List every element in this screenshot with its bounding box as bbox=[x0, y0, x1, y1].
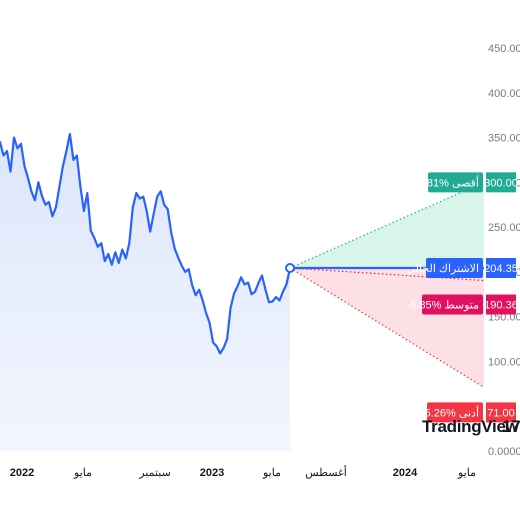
forecast-high-value-pill bbox=[486, 172, 516, 193]
forecast-high-pill bbox=[428, 172, 483, 193]
y-tick-label: 400.00 bbox=[488, 88, 520, 100]
logo-text: TradingView bbox=[422, 417, 520, 436]
x-tick-label: مايو bbox=[457, 467, 476, 479]
forecast-low-value-pill bbox=[486, 402, 516, 423]
forecast-current-pill bbox=[426, 257, 483, 278]
logo-mark-icon: 17 bbox=[502, 417, 520, 436]
x-tick-label: 2023 bbox=[200, 467, 224, 479]
x-tick-label: 2022 bbox=[10, 467, 34, 479]
forecast-current-label: الاشتراك الحالي 204.35 bbox=[407, 257, 518, 278]
y-tick-label: 450.00 bbox=[488, 43, 520, 55]
price-line bbox=[0, 132, 292, 355]
forecast-high-value: 300.00 bbox=[484, 177, 518, 189]
forecast-high-zone bbox=[290, 182, 484, 268]
forecast-current-value-pill bbox=[486, 257, 516, 278]
x-axis: 2022 مايو سبتمبر 2023 مايو أغسطس 2024 مايو bbox=[10, 465, 476, 479]
price-area bbox=[0, 134, 290, 451]
forecast-average-value-pill bbox=[486, 294, 516, 315]
x-tick-label: مايو bbox=[262, 467, 281, 479]
forecast-average-value: 190.36 bbox=[484, 300, 518, 312]
forecast-low-text: -65.26% أدنى bbox=[415, 405, 479, 419]
forecast-average-pill bbox=[422, 294, 483, 315]
forecast-low-pill bbox=[427, 402, 483, 423]
x-tick-label: سبتمبر bbox=[138, 467, 171, 479]
forecast-average-text: -6.85% متوسط bbox=[407, 300, 480, 312]
y-axis: 450.00400.00350.00300.00250.00200.00150.… bbox=[488, 43, 520, 458]
y-tick-label: 250.00 bbox=[488, 222, 520, 234]
forecast-current-value: 204.35 bbox=[484, 263, 518, 275]
forecast-high-line bbox=[289, 181, 485, 269]
tradingview-logo: TradingView 17 bbox=[422, 417, 520, 436]
forecast-high-label: +46.81% أقصى 300.00 bbox=[405, 172, 518, 193]
x-tick-label: 2024 bbox=[393, 467, 418, 479]
current-price-dot bbox=[285, 262, 295, 273]
forecast-low-value: 71.00 bbox=[487, 407, 515, 419]
y-tick-label: 100.00 bbox=[488, 356, 520, 368]
forecast-low-zone bbox=[290, 267, 484, 388]
forecast-low-label: -65.26% أدنى 71.00 bbox=[415, 402, 516, 423]
x-tick-label: مايو bbox=[73, 467, 92, 479]
x-tick-label: أغسطس bbox=[305, 465, 347, 479]
y-tick-label: 0.0000 bbox=[488, 446, 520, 458]
forecast-average-label: -6.85% متوسط 190.36 bbox=[407, 294, 518, 315]
y-tick-label: 150.00 bbox=[488, 312, 520, 324]
forecast-current-text: الاشتراك الحالي bbox=[407, 263, 480, 275]
y-tick-label: 350.00 bbox=[488, 133, 520, 145]
forecast-average-line bbox=[289, 267, 485, 282]
forecast-high-text: +46.81% أقصى bbox=[405, 175, 479, 189]
